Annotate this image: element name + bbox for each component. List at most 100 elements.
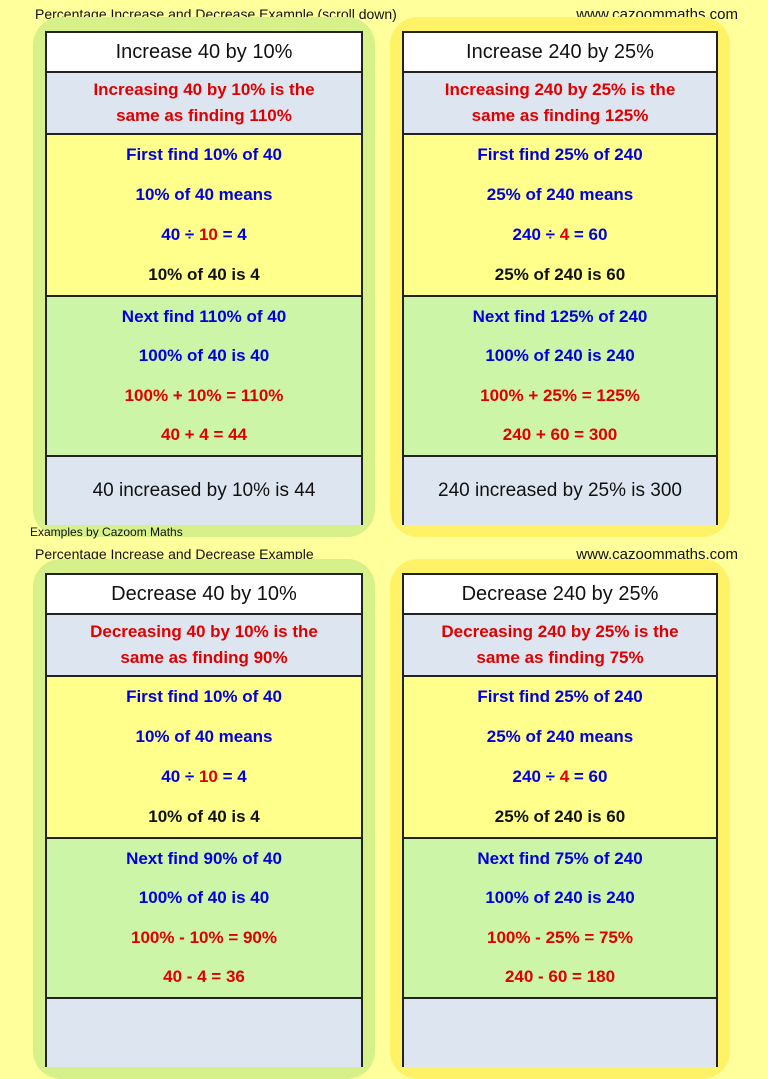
find-line: 40 ÷ 10 = 4 (161, 767, 246, 787)
text-part: 40 + 4 = 44 (160, 425, 248, 445)
next-line: 240 - 60 = 180 (505, 967, 615, 987)
text-part: 100% - 25% = 75% (486, 927, 633, 947)
find-line: First find 25% of 240 (477, 145, 642, 165)
card-title: Increase 40 by 10% (115, 40, 293, 63)
page: Percentage Increase and Decrease Example… (30, 6, 738, 1079)
text-part: Next find 75% of 240 (477, 848, 643, 868)
card: Increase 240 by 25% Increasing 240 by 25%… (402, 31, 718, 525)
find-line: 10% of 40 is 4 (148, 265, 260, 285)
next-line: 100% of 40 is 40 (139, 888, 269, 908)
intro: Decreasing 240 by 25% is the same as find… (404, 613, 716, 675)
text-part: 40 ÷ (161, 225, 199, 244)
intro-line: same as finding 110% (116, 106, 292, 125)
text-part: 10 (198, 767, 218, 786)
find-line: 240 ÷ 4 = 60 (513, 225, 608, 245)
text-part: Next find 125% of 240 (472, 306, 648, 326)
text-part: 100% of 240 is 240 (485, 346, 635, 366)
result: 40 increased by 10% is 44 (47, 455, 361, 525)
text-part: 240 ÷ (512, 225, 560, 244)
intro-line: same as finding 75% (476, 648, 644, 667)
find-block: First find 10% of 40 10% of 40 means 40 ÷ … (47, 675, 361, 837)
next-block: Next find 110% of 40 100% of 40 is 40 100%… (47, 295, 361, 455)
text-part: 40 - 4 = 36 (163, 967, 245, 987)
next-line: 100% - 10% = 90% (131, 928, 277, 948)
intro-line: Decreasing 40 by 10% is the (90, 622, 318, 641)
find-line: 25% of 240 means (487, 185, 633, 205)
text-part: 10% of 40 means (135, 185, 273, 204)
text-part: 10% of 40 means (135, 727, 273, 746)
card-title: Increase 240 by 25% (466, 40, 654, 63)
card: Increase 40 by 10% Increasing 40 by 10% i… (45, 31, 363, 525)
text-part: = 60 (569, 225, 608, 244)
next-line: 100% - 25% = 75% (487, 928, 633, 948)
intro-line: same as finding 125% (471, 106, 649, 125)
text-part: = 4 (217, 225, 247, 244)
text-part: 240 + 60 = 300 (502, 425, 618, 445)
text-part: 4 (559, 225, 570, 244)
next-line: Next find 125% of 240 (473, 307, 648, 327)
intro: Increasing 40 by 10% is the same as findi… (47, 71, 361, 133)
next-line: 100% of 40 is 40 (139, 346, 269, 366)
note: Examples by Cazoom Maths (30, 525, 183, 539)
find-line: 10% of 40 is 4 (148, 807, 260, 827)
text-part: = 4 (217, 767, 247, 786)
text-part: 25% of 240 means (486, 185, 634, 204)
intro-line: Increasing 240 by 25% is the (444, 80, 676, 99)
text-part: 240 - 60 = 180 (504, 967, 616, 987)
text-part: 100% - 10% = 90% (130, 927, 277, 947)
find-line: First find 10% of 40 (126, 145, 282, 165)
text-part: 100% + 25% = 125% (480, 385, 640, 405)
text-part: 25% of 240 is 60 (494, 265, 626, 284)
intro-line: same as finding 90% (120, 648, 288, 667)
find-line: 25% of 240 is 60 (495, 807, 625, 827)
next-line: 40 - 4 = 36 (163, 967, 245, 987)
find-line: 240 ÷ 4 = 60 (513, 767, 608, 787)
intro: Decreasing 40 by 10% is the same as findi… (47, 613, 361, 675)
text-part: 4 (559, 767, 570, 786)
text-part: 10% of 40 is 4 (148, 265, 260, 284)
text-part: 25% of 240 is 60 (494, 807, 626, 826)
text-part: 100% of 40 is 40 (138, 888, 270, 908)
text-part: 100% of 40 is 40 (138, 346, 270, 366)
find-block: First find 10% of 40 10% of 40 means 40 ÷ … (47, 133, 361, 295)
find-line: 25% of 240 is 60 (495, 265, 625, 285)
card-title: Decrease 240 by 25% (461, 582, 659, 605)
find-line: First find 25% of 240 (477, 687, 642, 707)
text-part: Next find 90% of 40 (126, 848, 282, 868)
next-line: 100% + 10% = 110% (125, 386, 284, 406)
result (47, 997, 361, 1067)
next-line: 100% + 25% = 125% (480, 386, 640, 406)
result: 240 increased by 25% is 300 (404, 455, 716, 525)
find-line: 10% of 40 means (135, 185, 272, 205)
text-part: 100% of 240 is 240 (485, 888, 635, 908)
next-block: Next find 75% of 240 100% of 240 is 240 10… (404, 837, 716, 997)
next-line: Next find 75% of 240 (477, 849, 642, 869)
find-block: First find 25% of 240 25% of 240 means 240… (404, 133, 716, 295)
text-part: First find 10% of 40 (126, 687, 282, 706)
find-line: 25% of 240 means (487, 727, 633, 747)
find-line: 10% of 40 means (135, 727, 272, 747)
next-line: 240 + 60 = 300 (503, 425, 617, 445)
next-line: Next find 110% of 40 (122, 307, 286, 327)
find-block: First find 25% of 240 25% of 240 means 240… (404, 675, 716, 837)
intro: Increasing 240 by 25% is the same as find… (404, 71, 716, 133)
card: Decrease 40 by 10% Decreasing 40 by 10% i… (45, 573, 363, 1067)
intro-line: Decreasing 240 by 25% is the (441, 622, 679, 641)
text-part: Next find 110% of 40 (121, 306, 287, 326)
next-line: 40 + 4 = 44 (161, 425, 247, 445)
find-line: First find 10% of 40 (126, 687, 282, 707)
intro-line: Increasing 40 by 10% is the (93, 80, 315, 99)
text-part: 40 ÷ (161, 767, 199, 786)
text-part: = 60 (569, 767, 608, 786)
text-part: First find 25% of 240 (477, 145, 643, 164)
result (404, 997, 716, 1067)
next-block: Next find 125% of 240 100% of 240 is 240 1… (404, 295, 716, 455)
text-part: 100% + 10% = 110% (124, 385, 284, 405)
text-part: 10% of 40 is 4 (148, 807, 260, 826)
text-part: First find 25% of 240 (477, 687, 643, 706)
card-title: Decrease 40 by 10% (111, 582, 297, 605)
header-left: Percentage Increase and Decrease Example (35, 546, 314, 562)
text-part: First find 10% of 40 (126, 145, 282, 164)
text-part: 25% of 240 means (486, 727, 634, 746)
next-line: 100% of 240 is 240 (485, 888, 634, 908)
